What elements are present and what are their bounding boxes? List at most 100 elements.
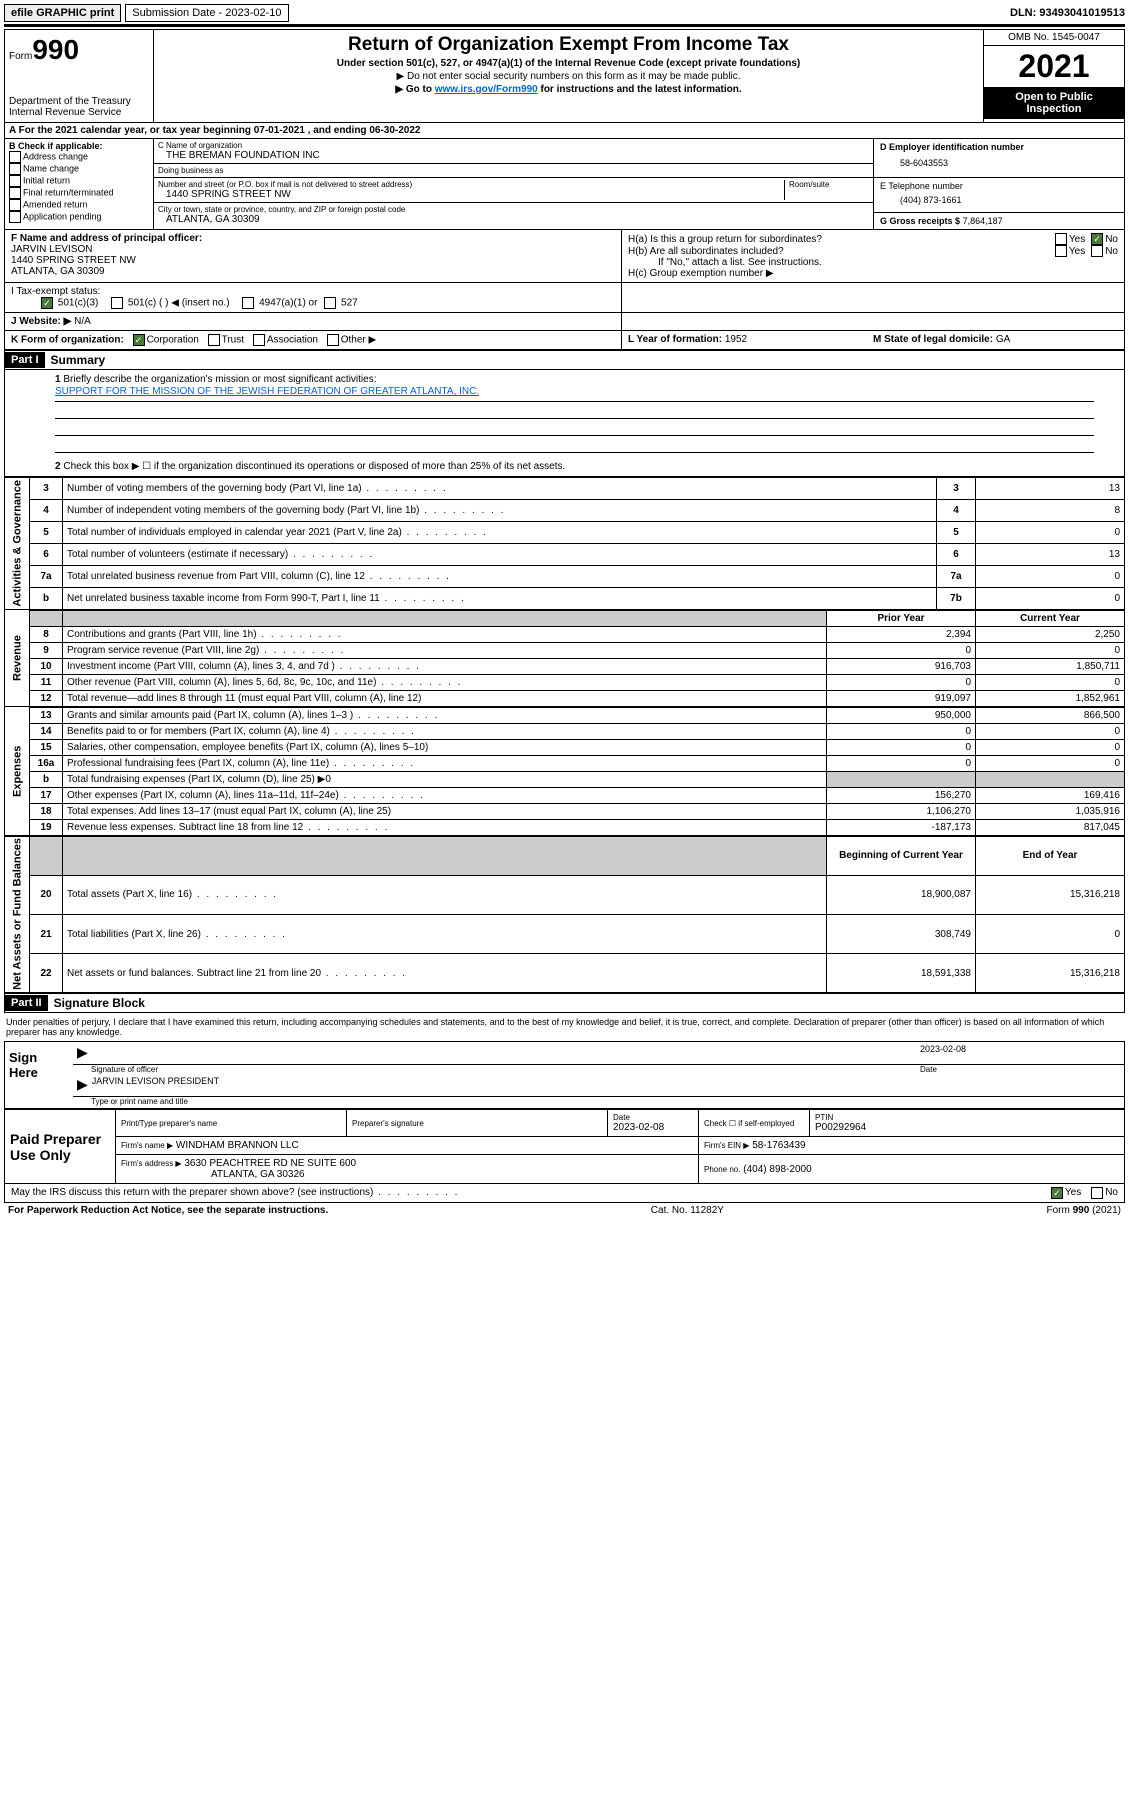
sig-arrow-icon-2: ▶ [77,1076,88,1094]
omb-number: OMB No. 1545-0047 [984,30,1124,46]
entity-block: B Check if applicable: Address change Na… [4,139,1125,230]
hc-label: H(c) Group exemption number ▶ [628,268,1118,279]
ha-label: H(a) Is this a group return for subordin… [628,234,1055,245]
officer-label: F Name and address of principal officer: [11,233,615,244]
firm-name: WINDHAM BRANNON LLC [176,1140,299,1151]
row-a-tax-year: A For the 2021 calendar year, or tax yea… [4,123,1125,139]
ha-yes[interactable] [1055,233,1067,245]
ssn-note: ▶ Do not enter social security numbers o… [162,71,975,82]
col-b-header: B Check if applicable: [9,141,149,151]
chk-other[interactable] [327,334,339,346]
chk-address-change[interactable] [9,151,21,163]
footer: For Paperwork Reduction Act Notice, see … [4,1203,1125,1218]
discuss-no[interactable] [1091,1187,1103,1199]
chk-501c3[interactable] [41,297,53,309]
gross-value: 7,864,187 [963,216,1003,226]
side-governance: Activities & Governance [5,478,30,610]
hb-label: H(b) Are all subordinates included? [628,246,1055,257]
chk-app-pending[interactable] [9,211,21,223]
part1-header: Part I Summary [4,350,1125,370]
chk-initial-return[interactable] [9,175,21,187]
hb-note: If "No," attach a list. See instructions… [628,257,1118,268]
summary-table-revenue: Revenue Prior Year Current Year 8Contrib… [4,610,1125,707]
penalties-text: Under penalties of perjury, I declare th… [4,1013,1125,1041]
city-label: City or town, state or province, country… [158,205,869,214]
website-value: N/A [74,316,91,327]
ptin: P00292964 [815,1122,1119,1133]
form-title: Return of Organization Exempt From Incom… [162,34,975,56]
sign-date: 2023-02-08 [920,1044,1120,1062]
tax-year: 2021 [984,46,1124,87]
sig-date-label: Date [920,1065,1120,1074]
tel-label: E Telephone number [880,181,1118,191]
mission-text: SUPPORT FOR THE MISSION OF THE JEWISH FE… [55,385,1094,402]
form-number: 990 [32,34,79,65]
footer-left: For Paperwork Reduction Act Notice, see … [8,1205,328,1216]
form-subtitle: Under section 501(c), 527, or 4947(a)(1)… [162,58,975,69]
row-i: I Tax-exempt status: 501(c)(3) 501(c) ( … [4,283,1125,313]
chk-527[interactable] [324,297,336,309]
discuss-row: May the IRS discuss this return with the… [4,1184,1125,1203]
summary-table-expenses: Expenses 13Grants and similar amounts pa… [4,707,1125,836]
year-formation: 1952 [725,334,747,345]
form-word: Form [9,51,32,62]
tel-value: (404) 873-1661 [880,191,1118,209]
chk-trust[interactable] [208,334,220,346]
room-label: Room/suite [789,180,869,189]
org-name: THE BREMAN FOUNDATION INC [158,150,869,161]
hb-yes[interactable] [1055,245,1067,257]
street-value: 1440 SPRING STREET NW [158,189,784,200]
footer-form: Form 990 (2021) [1047,1205,1121,1216]
irs-label: Internal Revenue Service [9,107,149,118]
row-j: J Website: ▶ N/A [4,313,1125,331]
org-name-label: C Name of organization [158,141,869,150]
sign-here-label: Sign Here [5,1042,73,1108]
top-bar: efile GRAPHIC print Submission Date - 20… [4,4,1125,22]
street-label: Number and street (or P.O. box if mail i… [158,180,784,189]
sig-arrow-icon: ▶ [77,1044,88,1062]
chk-final-return[interactable] [9,187,21,199]
tax-exempt-label: I Tax-exempt status: [11,286,100,297]
ein-value: 58-6043553 [880,152,1118,174]
sig-officer-label: Signature of officer [77,1065,920,1074]
submission-date: Submission Date - 2023-02-10 [125,4,288,22]
firm-ein: 58-1763439 [752,1140,805,1151]
dln-label: DLN: 93493041019513 [1010,7,1125,19]
summary-table-governance: Activities & Governance 3 Number of voti… [4,477,1125,610]
part2-header: Part II Signature Block [4,993,1125,1013]
chk-corp[interactable] [133,334,145,346]
prep-date: 2023-02-08 [613,1122,693,1133]
efile-print-button[interactable]: efile GRAPHIC print [4,4,121,22]
hb-no[interactable] [1091,245,1103,257]
val-3: 13 [976,478,1125,500]
preparer-block: Paid Preparer Use Only Print/Type prepar… [4,1109,1125,1184]
open-public-badge: Open to PublicInspection [984,87,1124,119]
chk-amended[interactable] [9,199,21,211]
firm-phone: (404) 898-2000 [743,1164,811,1175]
chk-name-change[interactable] [9,163,21,175]
officer-addr2: ATLANTA, GA 30309 [11,266,615,277]
chk-4947[interactable] [242,297,254,309]
row-k-lm: K Form of organization: Corporation Trus… [4,331,1125,350]
form-org-label: K Form of organization: [11,335,124,346]
ha-no[interactable] [1091,233,1103,245]
side-netassets: Net Assets or Fund Balances [5,836,30,993]
sign-block: Sign Here ▶ 2023-02-08 Signature of offi… [4,1041,1125,1109]
city-value: ATLANTA, GA 30309 [158,214,869,225]
chk-assoc[interactable] [253,334,265,346]
paid-preparer-label: Paid Preparer Use Only [5,1110,116,1184]
dba-label: Doing business as [158,166,869,175]
irs-link[interactable]: www.irs.gov/Form990 [435,84,538,95]
firm-addr2: ATLANTA, GA 30326 [121,1169,693,1180]
officer-name: JARVIN LEVISON [11,244,615,255]
chk-501c[interactable] [111,297,123,309]
gross-label: G Gross receipts $ [880,216,960,226]
state-domicile: GA [996,334,1010,345]
ein-label: D Employer identification number [880,142,1118,152]
form-header: Form990 Department of the Treasury Inter… [4,29,1125,123]
summary-table-netassets: Net Assets or Fund Balances Beginning of… [4,836,1125,994]
website-label: J Website: ▶ [11,316,71,327]
discuss-yes[interactable] [1051,1187,1063,1199]
dept-label: Department of the Treasury [9,96,149,107]
side-expenses: Expenses [5,707,30,835]
